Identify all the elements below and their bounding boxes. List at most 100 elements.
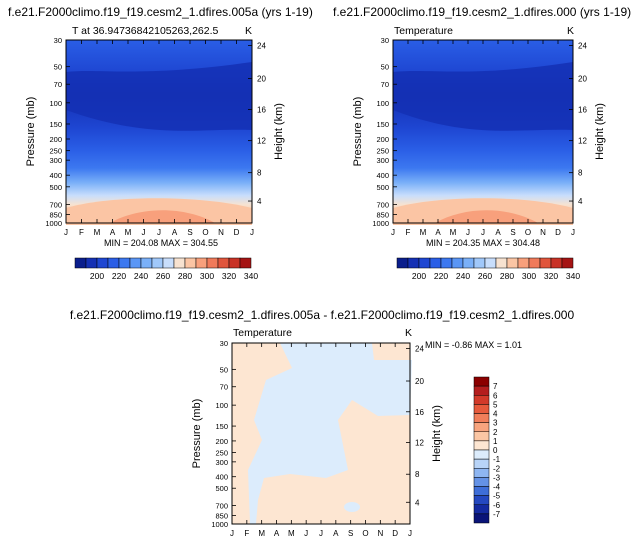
x-tick-label: J — [391, 228, 395, 237]
panel-2: f.e21.F2000climo.f19_f19.cesm2_1.dfires.… — [333, 5, 631, 281]
x-tick-label: N — [377, 529, 383, 538]
colorbar-label: 3 — [493, 419, 498, 428]
colorbar-box — [184, 257, 197, 269]
height-tick-label: 24 — [257, 41, 266, 50]
colorbar-label: 260 — [156, 271, 170, 281]
pressure-tick-label: 100 — [215, 401, 228, 410]
height-axis-label: Height (km) — [431, 405, 443, 462]
pressure-tick-label: 250 — [49, 147, 62, 156]
x-tick-label: J — [466, 228, 470, 237]
height-tick-label: 12 — [257, 137, 266, 146]
panel-3-title: f.e21.F2000climo.f19_f19.cesm2_1.dfires.… — [70, 308, 575, 322]
colorbar-label: 6 — [493, 391, 498, 400]
x-tick-label: A — [274, 529, 280, 538]
colorbar-label: 240 — [134, 271, 148, 281]
pressure-tick-label: 250 — [215, 448, 228, 457]
colorbar-box — [473, 422, 490, 432]
pressure-tick-label: 700 — [376, 200, 389, 209]
x-tick-label: J — [157, 228, 161, 237]
colorbar-box — [118, 257, 131, 269]
colorbar-label: 320 — [544, 271, 558, 281]
height-tick-label: 20 — [578, 74, 587, 83]
pressure-tick-label: 100 — [49, 99, 62, 108]
colorbar-box — [550, 257, 563, 269]
colorbar-box — [517, 257, 530, 269]
panel-2-plot — [392, 39, 574, 225]
panel-3-stats: MIN = -0.86 MAX = 1.01 — [425, 340, 522, 350]
height-tick-label: 8 — [578, 169, 583, 178]
colorbar-box — [506, 257, 519, 269]
panel-3-axes: J F M A M J J A S O N D J305070100150200250300400500… — [191, 339, 443, 538]
pressure-tick-label: 500 — [376, 183, 389, 192]
colorbar-label: 220 — [112, 271, 126, 281]
panel-3-subtitle: Temperature — [233, 327, 292, 339]
colorbar-label: -1 — [493, 455, 501, 464]
x-tick-label: F — [244, 529, 249, 538]
colorbar-box — [129, 257, 142, 269]
x-tick-label: M — [94, 228, 101, 237]
x-tick-label: A — [110, 228, 116, 237]
pressure-tick-label: 1000 — [45, 219, 62, 228]
pressure-tick-label: 400 — [376, 171, 389, 180]
colorbar-box — [206, 257, 219, 269]
colorbar-box — [528, 257, 541, 269]
height-tick-label: 4 — [257, 197, 262, 206]
colorbar-box — [407, 257, 420, 269]
x-tick-label: O — [362, 529, 368, 538]
colorbar-box — [473, 486, 490, 496]
colorbar-box — [151, 257, 164, 269]
pressure-tick-label: 50 — [381, 63, 389, 72]
panel-2-stats: MIN = 204.35 MAX = 304.48 — [426, 238, 540, 248]
colorbar-label: -6 — [493, 501, 501, 510]
x-tick-label: S — [510, 228, 515, 237]
colorbar-box — [473, 513, 490, 524]
colorbar-box — [140, 257, 153, 269]
height-tick-label: 12 — [578, 137, 587, 146]
height-tick-label: 4 — [578, 197, 583, 206]
panel-1-subtitle: T at 36.94736842105263,262.5 — [72, 25, 219, 37]
colorbar-label: 2 — [493, 428, 498, 437]
panel-2-axes: J F M A M J J A S O N D J305070100150200250300400500… — [352, 36, 606, 237]
pressure-tick-label: 70 — [54, 80, 62, 89]
x-tick-label: J — [408, 529, 412, 538]
colorbar-box — [484, 257, 497, 269]
x-tick-label: M — [258, 529, 265, 538]
colorbar-label: -2 — [493, 464, 501, 473]
panel-3-negative-region — [248, 343, 412, 524]
colorbar-box — [495, 257, 508, 269]
colorbar-label: 240 — [456, 271, 470, 281]
x-tick-label: M — [450, 228, 457, 237]
colorbar-box — [396, 257, 409, 269]
x-tick-label: M — [125, 228, 132, 237]
colorbar-box — [473, 395, 490, 405]
colorbar-box — [473, 413, 490, 423]
colorbar-box — [85, 257, 98, 269]
colorbar-label: 200 — [90, 271, 104, 281]
colorbar-box — [473, 449, 490, 460]
x-tick-label: O — [202, 228, 208, 237]
pressure-tick-label: 850 — [376, 211, 389, 220]
x-tick-label: J — [481, 228, 485, 237]
x-tick-label: J — [142, 228, 146, 237]
colorbar-label: 320 — [222, 271, 236, 281]
panel-1-stats: MIN = 204.08 MAX = 304.55 — [104, 238, 218, 248]
pressure-tick-label: 300 — [49, 156, 62, 165]
panel-1-title: f.e21.F2000climo.f19_f19.cesm2_1.dfires.… — [8, 5, 313, 19]
height-tick-label: 24 — [578, 41, 587, 50]
height-tick-label: 8 — [257, 169, 262, 178]
height-tick-label: 16 — [415, 408, 424, 417]
panel-1-warm-max — [110, 210, 215, 223]
x-tick-label: M — [288, 529, 295, 538]
pressure-tick-label: 400 — [215, 473, 228, 482]
height-tick-label: 16 — [257, 106, 266, 115]
pressure-tick-label: 250 — [376, 147, 389, 156]
x-tick-label: A — [435, 228, 441, 237]
colorbar-box — [451, 257, 464, 269]
panel-1-axes: J F M A M J J A S O N D J305070100150200250300400500… — [25, 36, 285, 237]
panel-2-warm-max — [435, 210, 538, 223]
panel-3-plot — [231, 342, 412, 525]
colorbar-box — [473, 376, 490, 387]
colorbar-box — [440, 257, 453, 269]
colorbar-label: -5 — [493, 492, 501, 501]
